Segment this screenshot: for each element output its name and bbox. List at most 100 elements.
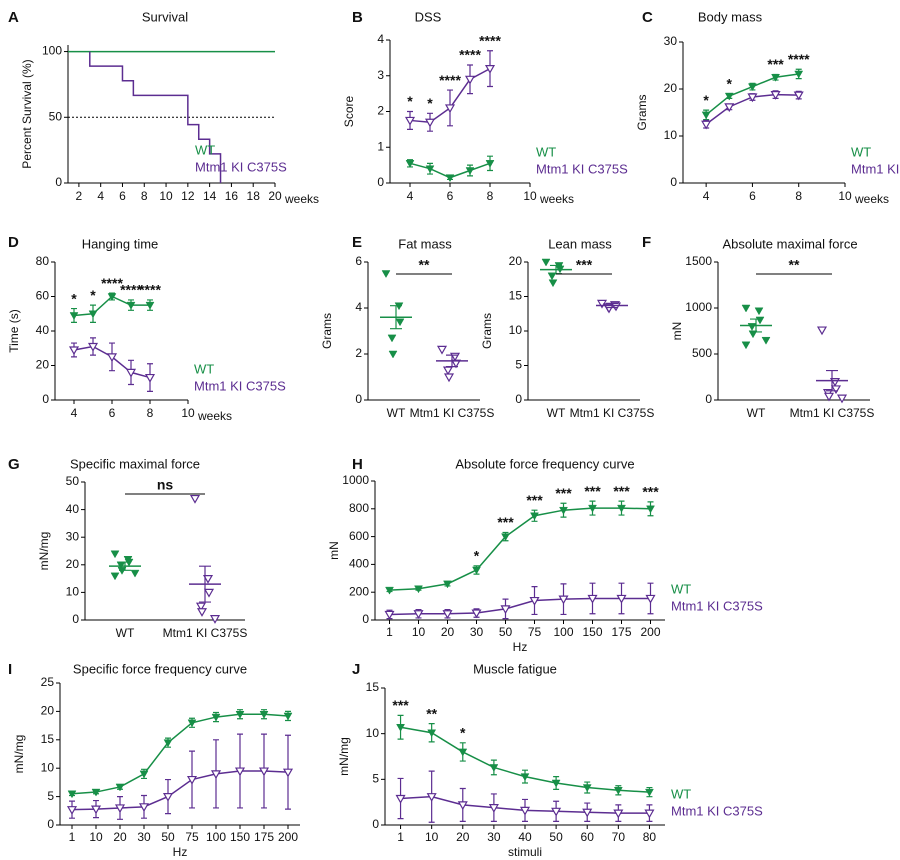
y-tick-label: 1000: [342, 473, 369, 487]
data-point: [588, 504, 597, 513]
data-point: [202, 575, 214, 584]
chart-title: Specific maximal force: [70, 456, 200, 471]
x-tick-label: 4: [97, 189, 104, 203]
y-axis-label: mN/mg: [337, 737, 351, 776]
data-point: [770, 91, 781, 100]
data-point: [471, 609, 482, 619]
significance: ***: [576, 257, 593, 273]
data-point: [442, 610, 453, 619]
y-tick-label: 400: [349, 557, 369, 571]
x-tick-label: 10: [523, 189, 537, 203]
x-axis-label: weeks: [197, 409, 232, 423]
data-point: [582, 808, 593, 818]
data-point: [558, 595, 569, 605]
x-tick-label: 175: [254, 830, 274, 844]
panel-letter: F: [642, 234, 651, 251]
significance: ****: [479, 32, 501, 48]
x-tick-label: WT: [747, 406, 766, 420]
legend-entry: Mtm1 KI C375S: [671, 803, 763, 818]
y-tick-label: 6: [355, 254, 362, 268]
data-point: [91, 788, 101, 797]
data-point: [187, 719, 197, 728]
data-point: [139, 770, 149, 779]
significance: *: [460, 725, 466, 741]
data-point: [66, 806, 78, 815]
y-tick-label: 10: [66, 585, 80, 599]
x-tick-label: 4: [703, 189, 710, 203]
x-tick-label: 20: [441, 625, 455, 639]
panel-letter: G: [8, 456, 20, 473]
y-tick-label: 4: [355, 300, 362, 314]
legend-entry: Mtm1 KI C375S: [194, 378, 286, 393]
y-tick-label: 10: [509, 323, 523, 337]
y-axis-label: mN: [327, 541, 341, 560]
x-tick-label: 30: [137, 830, 151, 844]
y-tick-label: 0: [372, 817, 379, 831]
x-tick-label: 75: [185, 830, 199, 844]
data-point: [90, 805, 102, 815]
data-point: [126, 301, 136, 310]
y-tick-label: 2: [377, 104, 384, 118]
chart-title: Fat mass: [398, 236, 452, 251]
data-point: [747, 323, 757, 331]
panel-letter: E: [352, 234, 362, 251]
y-tick-label: 0: [705, 392, 712, 406]
x-axis-label: weeks: [854, 192, 889, 206]
y-tick-label: 20: [509, 254, 523, 268]
x-tick-label: WT: [547, 406, 566, 420]
y-tick-label: 4: [377, 32, 384, 46]
series-line: [71, 770, 289, 811]
data-point: [282, 768, 294, 778]
y-tick-label: 1500: [685, 254, 712, 268]
significance: ***: [642, 484, 659, 500]
chart-title: DSS: [415, 9, 442, 24]
y-tick-label: 10: [664, 128, 678, 142]
x-tick-label: 12: [181, 189, 195, 203]
y-tick-label: 20: [664, 81, 678, 95]
x-tick-label: 20: [113, 830, 127, 844]
significance: *: [474, 547, 480, 563]
data-point: [125, 368, 137, 378]
y-tick-label: 0: [47, 817, 54, 831]
panel-6: F Absolute maximal force 0 500 1000 1500 mN WT M…: [642, 234, 874, 420]
y-tick-label: 40: [66, 502, 80, 516]
data-point: [404, 116, 416, 126]
y-axis-label: Percent Survival (%): [20, 59, 34, 168]
x-tick-label: 150: [230, 830, 250, 844]
x-tick-label: 10: [89, 830, 103, 844]
data-point: [396, 724, 405, 732]
significance: *: [427, 95, 433, 111]
data-point: [548, 279, 558, 288]
data-point: [465, 167, 475, 175]
data-point: [485, 160, 495, 168]
significance: ****: [439, 72, 461, 88]
panel-letter: C: [642, 9, 653, 26]
data-point: [520, 773, 530, 782]
data-point: [771, 74, 781, 82]
x-tick-label: 8: [487, 189, 494, 203]
y-tick-label: 80: [36, 254, 50, 268]
y-tick-label: 30: [66, 529, 80, 543]
panel-letter: D: [8, 234, 19, 251]
panel-10: J Muscle fatigue 0 5 10 15 mN/mg 1 10 20 30 40 50 60 7…: [337, 661, 763, 859]
y-tick-label: 0: [355, 392, 362, 406]
data-point: [68, 346, 80, 356]
x-tick-label: 200: [278, 830, 298, 844]
x-tick-label: 50: [161, 830, 175, 844]
data-point: [472, 566, 481, 575]
y-axis-label: Grams: [480, 313, 494, 349]
data-point: [582, 784, 592, 793]
data-point: [747, 83, 757, 92]
data-point: [457, 801, 468, 811]
y-tick-label: 5: [47, 789, 54, 803]
chart-title: Body mass: [698, 9, 763, 24]
y-tick-label: 20: [66, 557, 80, 571]
data-point: [551, 779, 561, 788]
data-point: [816, 326, 828, 336]
y-tick-label: 15: [41, 732, 55, 746]
y-tick-label: 50: [66, 474, 80, 488]
chart-title: Absolute maximal force: [722, 236, 857, 251]
y-tick-label: 50: [49, 109, 63, 123]
data-point: [794, 70, 804, 79]
